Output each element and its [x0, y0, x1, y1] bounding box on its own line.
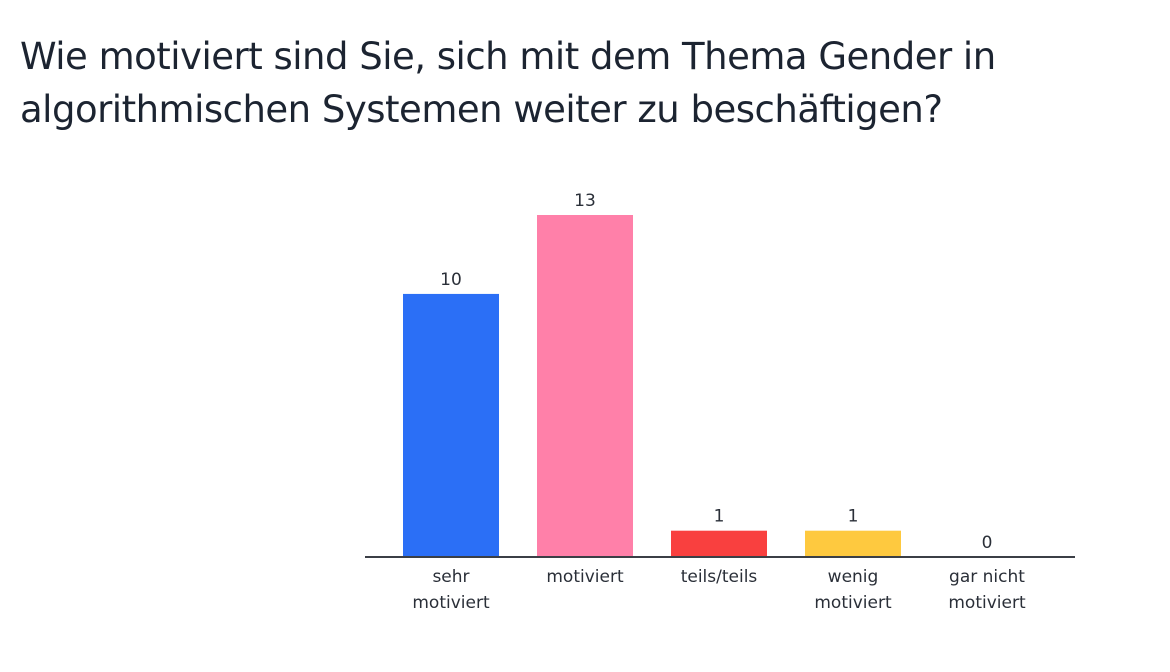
- value-label-0: 10: [440, 270, 462, 290]
- bar-1: [537, 215, 633, 557]
- category-label-2: teils/teils: [681, 567, 758, 587]
- value-label-4: 0: [982, 533, 993, 553]
- category-label-3: wenig motiviert: [814, 567, 892, 613]
- bar-group: [403, 215, 901, 557]
- category-label-1: motiviert: [546, 567, 624, 587]
- bar-2: [671, 530, 767, 557]
- chart-title: Wie motiviert sind Sie, sich mit dem The…: [20, 35, 996, 131]
- category-label-group: sehr motiviert motiviert teils/teils wenig mo…: [412, 567, 1026, 613]
- bar-0: [403, 293, 499, 557]
- value-label-3: 1: [848, 507, 859, 527]
- bar-3: [805, 530, 901, 557]
- category-label-0: sehr motiviert: [412, 567, 490, 613]
- value-label-2: 1: [714, 507, 725, 527]
- value-label-1: 13: [574, 191, 596, 211]
- category-label-4: gar nicht motiviert: [948, 567, 1026, 613]
